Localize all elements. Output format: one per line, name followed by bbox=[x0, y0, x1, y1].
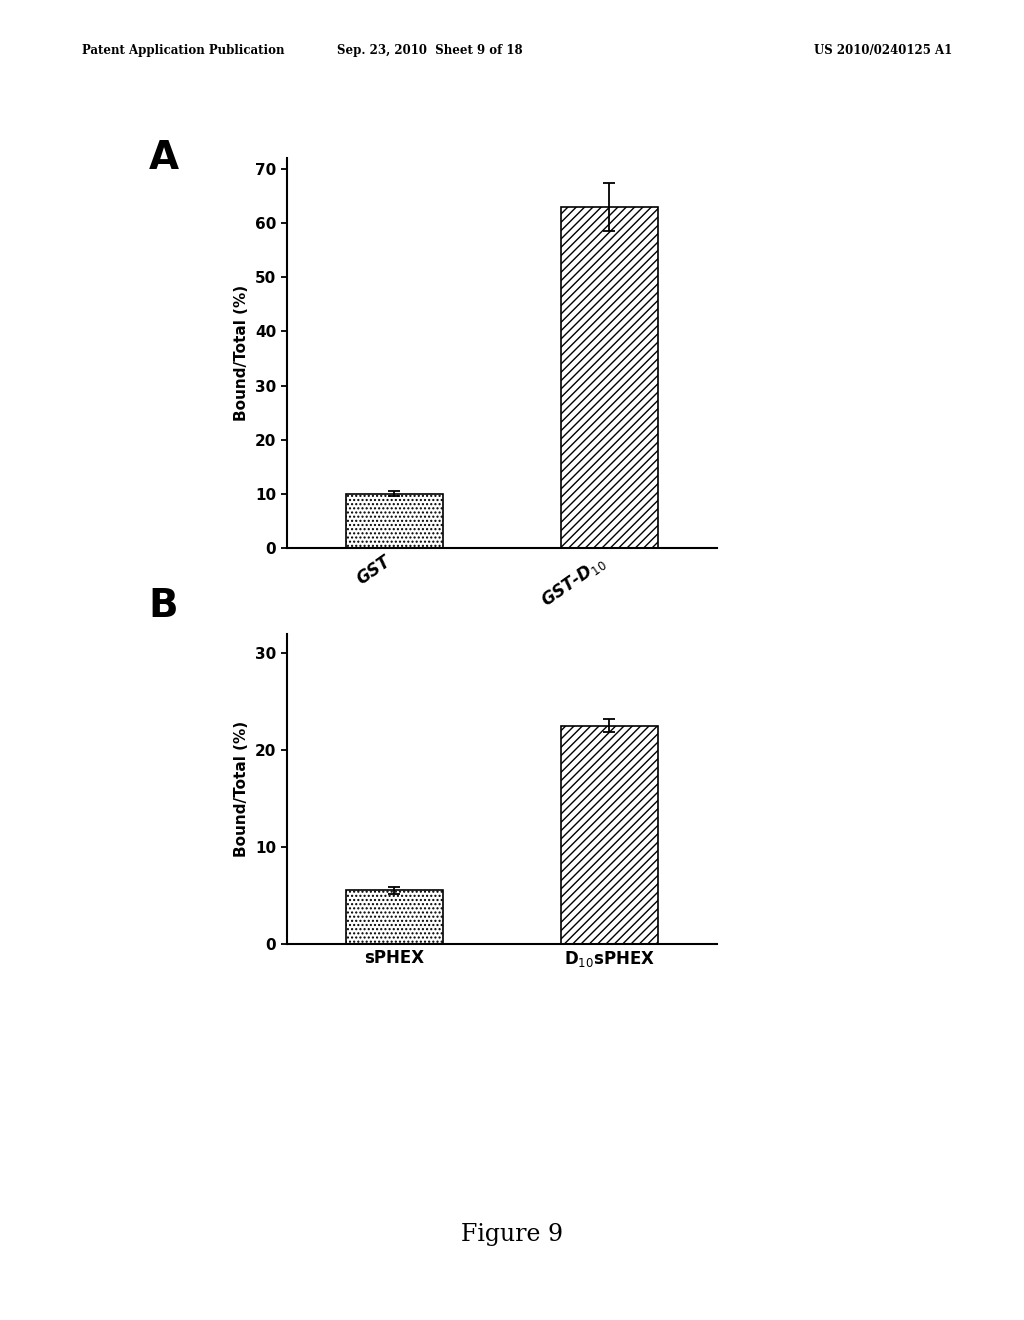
Text: A: A bbox=[148, 139, 178, 177]
Bar bbox=[561, 207, 657, 548]
Y-axis label: Bound/Total (%): Bound/Total (%) bbox=[234, 285, 250, 421]
Text: Figure 9: Figure 9 bbox=[461, 1222, 563, 1246]
Text: Sep. 23, 2010  Sheet 9 of 18: Sep. 23, 2010 Sheet 9 of 18 bbox=[337, 44, 523, 57]
Text: Patent Application Publication: Patent Application Publication bbox=[82, 44, 285, 57]
Y-axis label: Bound/Total (%): Bound/Total (%) bbox=[234, 721, 250, 857]
Bar bbox=[346, 494, 442, 548]
Text: US 2010/0240125 A1: US 2010/0240125 A1 bbox=[814, 44, 952, 57]
Bar bbox=[346, 891, 442, 944]
Bar bbox=[561, 726, 657, 944]
Text: B: B bbox=[148, 587, 178, 626]
